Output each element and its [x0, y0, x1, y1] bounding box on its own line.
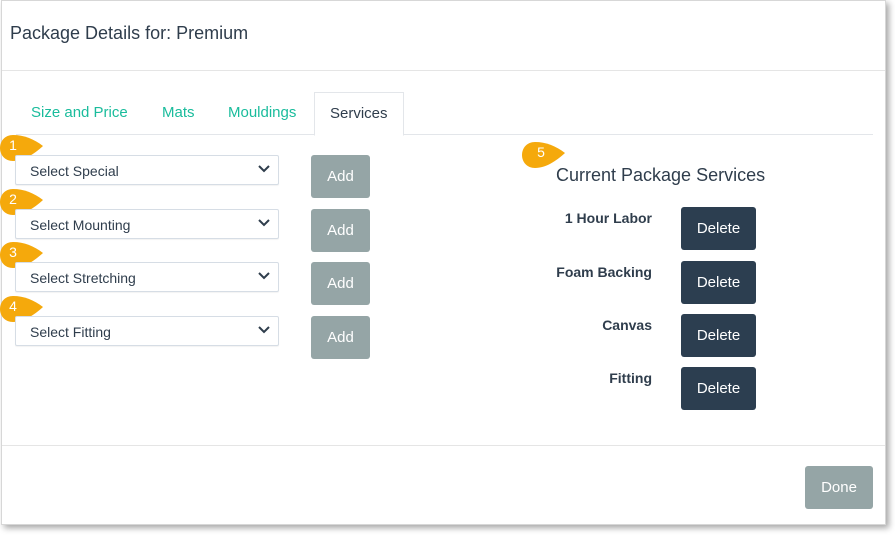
service-name: Canvas — [602, 317, 652, 333]
chevron-down-icon — [258, 326, 270, 334]
service-name: Foam Backing — [556, 264, 652, 280]
tab-services[interactable]: Services — [314, 92, 404, 136]
tab-mouldings[interactable]: Mouldings — [228, 104, 297, 121]
callout-number: 1 — [9, 137, 17, 153]
footer-divider — [2, 445, 885, 446]
chevron-down-icon — [258, 272, 270, 280]
chevron-down-icon — [258, 219, 270, 227]
callout-number: 5 — [537, 144, 545, 160]
service-select[interactable]: Select Mounting — [15, 209, 279, 239]
select-value: Select Special — [30, 163, 119, 179]
callout-number: 3 — [9, 244, 17, 260]
callout-badge-3: 3 — [0, 241, 44, 269]
chevron-down-icon — [258, 165, 270, 173]
done-button[interactable]: Done — [805, 466, 873, 509]
callout-number: 2 — [9, 191, 17, 207]
add-button[interactable]: Add — [311, 262, 370, 305]
callout-badge-2: 2 — [0, 188, 44, 216]
delete-service-button[interactable]: Delete — [681, 207, 756, 250]
service-select[interactable]: Select Stretching — [15, 262, 279, 292]
tab-mats[interactable]: Mats — [162, 104, 195, 121]
callout-badge-4: 4 — [0, 295, 44, 323]
callout-number: 4 — [9, 298, 17, 314]
callout-badge-1: 1 — [0, 134, 44, 162]
service-name: Fitting — [609, 370, 652, 386]
add-button[interactable]: Add — [311, 209, 370, 252]
current-services-title: Current Package Services — [556, 165, 766, 185]
delete-service-button[interactable]: Delete — [681, 367, 756, 410]
delete-service-button[interactable]: Delete — [681, 314, 756, 357]
header-divider — [2, 70, 885, 71]
service-select[interactable]: Select Fitting — [15, 316, 279, 346]
modal-title: Package Details for: Premium — [10, 23, 249, 43]
callout-badge-5: 5 — [522, 141, 566, 169]
service-name: 1 Hour Labor — [564, 210, 652, 226]
add-button[interactable]: Add — [311, 155, 370, 198]
select-value: Select Stretching — [30, 270, 136, 286]
tab-bar: Size and Price Mats Mouldings Services — [16, 92, 873, 136]
package-details-modal: Package Details for: Premium Size and Pr… — [0, 0, 886, 525]
select-value: Select Fitting — [30, 324, 111, 340]
service-select[interactable]: Select Special — [15, 155, 279, 185]
tab-size-and-price[interactable]: Size and Price — [31, 104, 128, 121]
add-button[interactable]: Add — [311, 316, 370, 359]
delete-service-button[interactable]: Delete — [681, 261, 756, 304]
select-value: Select Mounting — [30, 217, 131, 233]
